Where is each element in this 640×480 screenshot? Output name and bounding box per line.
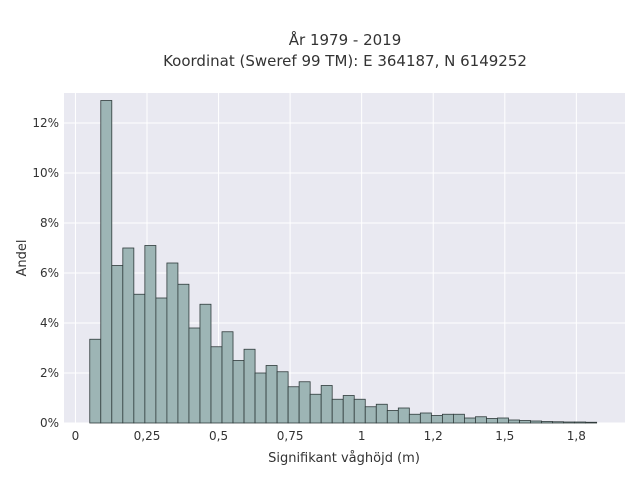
histogram-bar <box>89 338 102 424</box>
histogram-bar <box>254 372 267 424</box>
x-tick-label: 0,25 <box>134 429 161 443</box>
y-tick-labels: 0% 2% 4% 6% 8% 10% 12% <box>32 116 59 430</box>
histogram-bar <box>397 407 410 424</box>
histogram-bar <box>353 398 366 424</box>
y-tick-label: 0% <box>40 416 59 430</box>
x-tick-label: 1 <box>358 429 366 443</box>
x-tick-label: 1,8 <box>567 429 586 443</box>
histogram-bar <box>276 371 289 424</box>
histogram-bar <box>144 245 157 424</box>
histogram-bar <box>552 421 565 424</box>
histogram-bar <box>287 386 300 424</box>
histogram-bar <box>585 421 598 424</box>
histogram-bar <box>122 247 135 424</box>
histogram-bar <box>486 418 498 424</box>
histogram-bar <box>464 417 476 424</box>
y-tick-label: 8% <box>40 216 59 230</box>
histogram-bar <box>320 385 333 424</box>
histogram-bar <box>133 293 146 424</box>
histogram-bars <box>89 100 598 424</box>
histogram-bar <box>574 421 587 424</box>
x-axis-label: Signifikant våghöjd (m) <box>268 451 420 466</box>
histogram-bar <box>342 395 355 424</box>
histogram-bar <box>441 413 454 424</box>
histogram-bar <box>419 412 432 424</box>
x-tick-labels: 0 0,25 0,5 0,75 1 1,2 1,5 1,8 <box>72 429 586 443</box>
histogram-bar <box>375 403 388 424</box>
histogram-bar <box>430 415 443 424</box>
histogram-bar <box>298 381 311 424</box>
chart-title-line2: Koordinat (Sweref 99 TM): E 364187, N 61… <box>163 52 527 70</box>
histogram-bar <box>232 360 245 424</box>
histogram-bar <box>530 420 542 424</box>
histogram-bar <box>111 265 124 424</box>
histogram-bar <box>199 303 212 424</box>
histogram-bar <box>265 365 278 424</box>
histogram-bar <box>100 100 113 424</box>
histogram-bar <box>166 262 179 424</box>
histogram-bar <box>541 421 553 424</box>
histogram-bar <box>508 419 520 424</box>
histogram-bar <box>497 417 509 424</box>
histogram-bar <box>519 420 531 424</box>
histogram-bar <box>563 421 576 424</box>
x-tick-label: 0,5 <box>209 429 228 443</box>
histogram-bar <box>386 410 399 424</box>
y-tick-label: 2% <box>40 366 59 380</box>
histogram-bar <box>243 348 256 424</box>
histogram-bar <box>221 331 234 424</box>
x-tick-label: 0,75 <box>277 429 304 443</box>
y-tick-label: 10% <box>32 166 59 180</box>
histogram-bar <box>331 398 344 424</box>
histogram-bar <box>475 416 487 424</box>
histogram-bar <box>408 413 421 424</box>
histogram-bar <box>177 283 190 424</box>
y-tick-label: 12% <box>32 116 59 130</box>
y-axis-label: Andel <box>15 240 30 277</box>
histogram-bar <box>364 406 377 424</box>
histogram-bar <box>155 297 168 424</box>
y-tick-label: 4% <box>40 316 59 330</box>
chart-title-line1: År 1979 - 2019 <box>289 30 402 49</box>
histogram-bar <box>453 413 465 424</box>
x-tick-label: 1,5 <box>495 429 514 443</box>
histogram-bar <box>309 393 322 424</box>
x-tick-label: 1,2 <box>424 429 443 443</box>
histogram-bar <box>210 346 223 424</box>
y-tick-label: 6% <box>40 266 59 280</box>
histogram-bar <box>188 327 201 424</box>
x-tick-label: 0 <box>72 429 80 443</box>
